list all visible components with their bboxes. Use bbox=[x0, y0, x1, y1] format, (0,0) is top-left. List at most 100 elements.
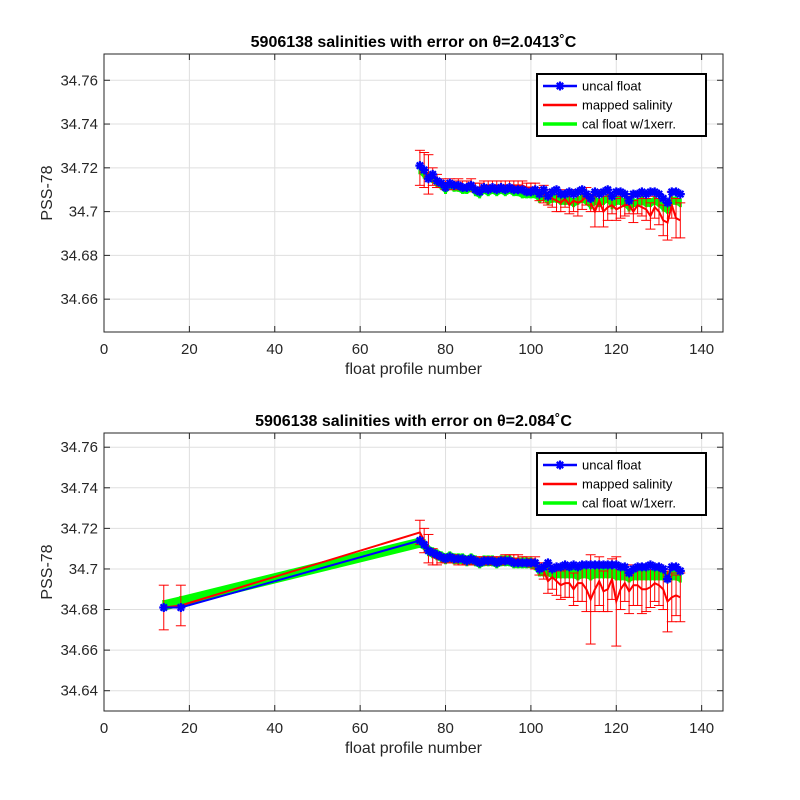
y-tick-label: 34.7 bbox=[69, 204, 98, 221]
x-tick-label: 0 bbox=[100, 341, 108, 358]
y-tick-label: 34.68 bbox=[60, 602, 98, 619]
uncal-float-marker bbox=[663, 574, 672, 584]
uncal-float-marker bbox=[586, 193, 596, 203]
uncal-float-marker bbox=[633, 189, 643, 199]
x-tick-label: 20 bbox=[181, 720, 198, 737]
uncal-float-marker bbox=[415, 161, 425, 171]
x-tick-label: 20 bbox=[181, 341, 198, 358]
x-tick-label: 80 bbox=[437, 341, 454, 358]
y-tick-label: 34.74 bbox=[60, 480, 98, 497]
uncal-float-marker bbox=[654, 562, 664, 572]
uncal-float-marker bbox=[176, 603, 186, 613]
uncal-float-marker bbox=[624, 568, 634, 578]
chart-bottom: 0 20 40 60 80 100 120 140 34.64 34.66 34.68 34.7 34.… bbox=[39, 413, 724, 757]
uncal-float-marker bbox=[479, 183, 489, 193]
uncal-float-marker bbox=[658, 193, 668, 203]
uncal-float-marker bbox=[419, 165, 429, 175]
uncal-float-marker bbox=[475, 187, 485, 197]
uncal-float-marker bbox=[428, 169, 438, 179]
uncal-float-marker bbox=[581, 189, 591, 199]
y-tick-label: 34.68 bbox=[60, 247, 98, 264]
uncal-float-marker bbox=[505, 183, 515, 193]
chart-title: 5906138 salinities with error on θ=2.084… bbox=[255, 413, 572, 430]
uncal-float-marker bbox=[466, 180, 476, 190]
y-tick-label: 34.72 bbox=[60, 520, 98, 537]
uncal-float-marker bbox=[607, 191, 617, 201]
uncal-float-marker bbox=[543, 191, 553, 201]
uncal-float-marker bbox=[445, 552, 455, 562]
uncal-float-marker bbox=[534, 564, 544, 574]
uncal-float-marker bbox=[654, 189, 664, 199]
uncal-float-marker bbox=[577, 185, 587, 195]
uncal-float-marker bbox=[552, 185, 562, 195]
y-axis-label: PSS-78 bbox=[39, 165, 56, 220]
uncal-float-marker bbox=[432, 550, 442, 560]
uncal-float-marker bbox=[432, 176, 442, 186]
uncal-float-marker bbox=[663, 198, 672, 208]
chart-top: 0 20 40 60 80 100 120 140 34.66 34.68 34.7 34.72 34.… bbox=[39, 34, 724, 378]
uncal-float-marker bbox=[560, 560, 570, 570]
uncal-float-marker bbox=[637, 187, 647, 197]
legend-label: mapped salinity bbox=[582, 477, 673, 492]
y-tick-label: 34.76 bbox=[60, 439, 98, 456]
y-tick-label: 34.64 bbox=[60, 683, 98, 700]
uncal-float-marker bbox=[415, 536, 425, 546]
uncal-float-marker bbox=[492, 185, 502, 195]
uncal-float-marker bbox=[423, 174, 433, 184]
uncal-float-marker bbox=[671, 187, 681, 197]
legend: uncal float mapped salinity cal float w/1x… bbox=[536, 73, 707, 137]
uncal-float-marker bbox=[547, 187, 557, 197]
uncal-float-marker bbox=[436, 552, 446, 562]
axes-box bbox=[103, 53, 724, 333]
uncal-float-marker bbox=[530, 558, 540, 568]
uncal-float-marker bbox=[539, 185, 549, 195]
x-tick-label: 120 bbox=[604, 720, 629, 737]
uncal-float-marker bbox=[500, 185, 510, 195]
uncal-float-marker bbox=[628, 564, 638, 574]
uncal-float-marker bbox=[616, 187, 626, 197]
y-tick-label: 34.74 bbox=[60, 116, 98, 133]
uncal-float-marker bbox=[564, 562, 574, 572]
legend-label: uncal float bbox=[582, 79, 642, 94]
uncal-float-marker bbox=[645, 560, 655, 570]
uncal-float-marker bbox=[436, 178, 446, 188]
uncal-float-marker bbox=[603, 185, 613, 195]
uncal-float-series bbox=[415, 161, 685, 208]
uncal-float-marker bbox=[671, 562, 681, 572]
uncal-float-marker bbox=[517, 185, 527, 195]
legend: uncal float mapped salinity cal float w/1x… bbox=[536, 452, 707, 516]
uncal-float-marker bbox=[556, 562, 566, 572]
uncal-float-marker bbox=[496, 183, 506, 193]
uncal-float-marker bbox=[573, 562, 583, 572]
x-tick-label: 140 bbox=[689, 341, 714, 358]
y-tick-label: 34.76 bbox=[60, 72, 98, 89]
uncal-float-marker bbox=[594, 189, 604, 199]
x-tick-label: 40 bbox=[266, 341, 283, 358]
uncal-float-marker bbox=[560, 189, 570, 199]
uncal-float-marker bbox=[598, 187, 608, 197]
x-tick-label: 140 bbox=[689, 720, 714, 737]
uncal-float-marker bbox=[573, 187, 583, 197]
uncal-float-marker bbox=[675, 189, 685, 199]
uncal-float-marker bbox=[658, 564, 668, 574]
uncal-float-marker bbox=[419, 540, 429, 550]
chart-title: 5906138 salinities with error on θ=2.041… bbox=[251, 34, 577, 51]
uncal-float-marker bbox=[466, 554, 476, 564]
x-tick-label: 100 bbox=[518, 720, 543, 737]
uncal-float-marker bbox=[487, 183, 497, 193]
legend-label: cal float w/1xerr. bbox=[582, 117, 676, 132]
uncal-float-marker bbox=[526, 187, 536, 197]
uncal-float-marker bbox=[470, 185, 480, 195]
x-tick-label: 0 bbox=[100, 720, 108, 737]
x-tick-label: 80 bbox=[437, 720, 454, 737]
uncal-float-marker bbox=[539, 562, 549, 572]
legend-label: cal float w/1xerr. bbox=[582, 496, 676, 511]
uncal-float-marker bbox=[624, 196, 634, 206]
uncal-float-marker bbox=[475, 558, 485, 568]
uncal-float-marker bbox=[428, 548, 438, 558]
uncal-float-series bbox=[159, 536, 685, 613]
uncal-float-marker bbox=[487, 556, 497, 566]
legend-marker bbox=[555, 460, 565, 470]
x-axis-label: float profile number bbox=[345, 361, 483, 378]
